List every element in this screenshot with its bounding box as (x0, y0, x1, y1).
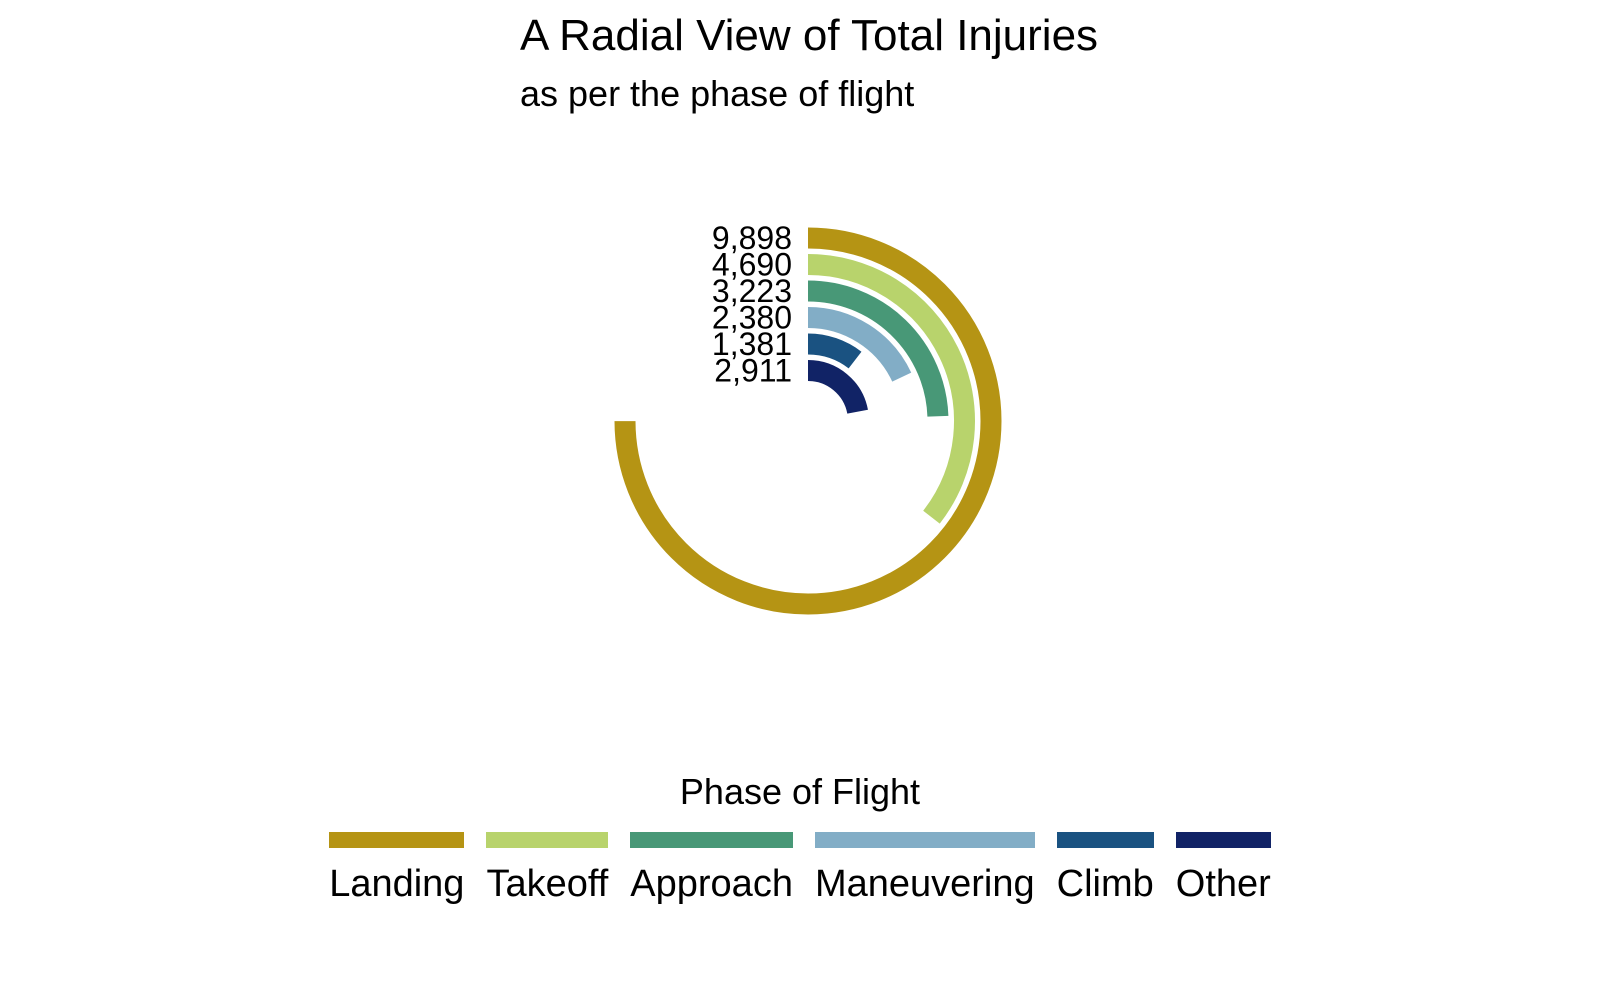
legend-title: Phase of Flight (679, 771, 921, 812)
arc-other (807, 360, 868, 415)
arc-maneuvering (807, 307, 912, 382)
chart-subtitle: as per the phase of flight (520, 73, 915, 114)
arc-approach (807, 280, 949, 417)
legend-swatch-climb (1056, 832, 1154, 848)
value-label-landing: 9,898 (712, 220, 792, 256)
legend-item-maneuvering: Maneuvering (814, 832, 1035, 906)
legend-item-other: Other (1175, 832, 1271, 906)
legend-label-other: Other (1175, 863, 1271, 905)
legend-item-climb: Climb (1056, 832, 1154, 906)
value-label-takeoff: 4,690 (712, 247, 792, 283)
value-label-maneuvering: 2,380 (712, 300, 792, 336)
legend-label-landing: Landing (329, 863, 465, 905)
legend-label-maneuvering: Maneuvering (814, 863, 1035, 905)
value-label-other: 2,911 (714, 353, 792, 389)
legend-swatch-maneuvering (814, 832, 1035, 848)
legend-label-climb: Climb (1056, 863, 1154, 905)
legend-swatch-approach (630, 832, 793, 848)
legend-swatch-other (1175, 832, 1271, 848)
legend-item-landing: Landing (329, 832, 465, 906)
legend-swatch-takeoff (486, 832, 609, 848)
legend-label-takeoff: Takeoff (486, 863, 609, 905)
legend: Landing Takeoff Approach Maneuvering Climb Ot… (0, 832, 1600, 906)
legend-swatch-landing (329, 832, 465, 848)
arc-landing (614, 227, 1002, 615)
value-label-approach: 3,223 (712, 273, 792, 309)
value-label-climb: 1,381 (712, 326, 792, 362)
chart-title: A Radial View of Total Injuries (520, 11, 1099, 60)
legend-item-takeoff: Takeoff (486, 832, 609, 906)
legend-item-approach: Approach (630, 832, 793, 906)
arc-climb (807, 333, 862, 369)
arc-takeoff (807, 254, 975, 524)
arc-group (614, 227, 1002, 615)
legend-label-approach: Approach (630, 863, 793, 905)
